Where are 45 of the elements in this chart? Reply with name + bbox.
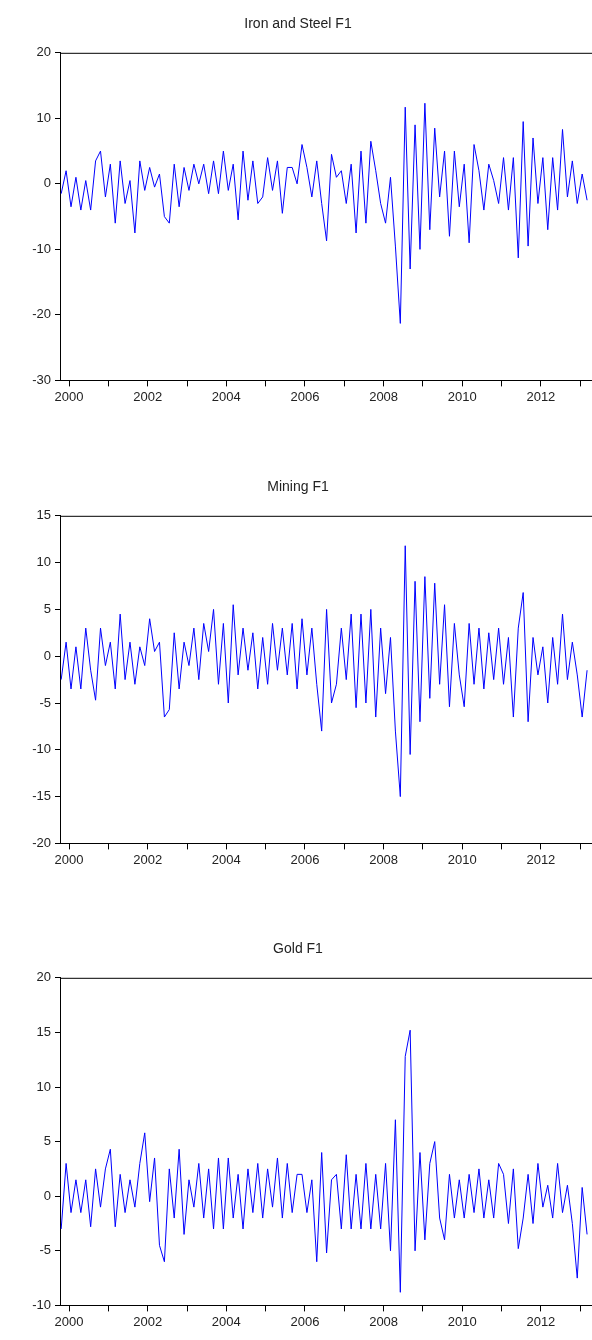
y-tick-label: 5 [43,600,51,616]
y-tick-label: -5 [39,1242,51,1258]
y-tick-label: 0 [43,175,51,191]
x-tick-label: 2006 [290,388,320,404]
y-tick-label: -20 [32,306,51,322]
x-tick-label: 2004 [211,388,241,404]
x-tick-label: 2006 [290,851,320,867]
x-tick-label: 2000 [54,1313,84,1329]
y-tick-label: 20 [36,969,51,985]
x-tick-label: 2012 [526,851,556,867]
y-tick-label: 0 [43,1187,51,1203]
y-tick-label: -5 [39,694,51,710]
y-tick-label: 15 [36,507,51,523]
y-tick-label: -20 [32,834,51,850]
x-tick-label: 2006 [290,1313,320,1329]
y-tick-label: -10 [32,1296,51,1312]
y-tick-label: 15 [36,1023,51,1039]
x-tick-label: 2008 [369,1313,399,1329]
y-tick-label: -30 [32,371,51,387]
x-tick-label: 2010 [447,851,477,867]
y-tick-label: -15 [32,788,51,804]
x-tick-label: 2002 [133,388,163,404]
x-tick-label: 2000 [54,851,84,867]
chart-title: Mining F1 [267,478,329,495]
x-tick-label: 2010 [447,1313,477,1329]
y-tick-label: 0 [43,647,51,663]
x-tick-label: 2008 [369,388,399,404]
x-tick-label: 2008 [369,851,399,867]
y-tick-label: 5 [43,1133,51,1149]
x-tick-label: 2004 [211,851,241,867]
y-tick-label: -10 [32,741,51,757]
x-tick-label: 2010 [447,388,477,404]
x-tick-label: 2012 [526,1313,556,1329]
chart-title: Iron and Steel F1 [244,15,352,32]
y-tick-label: 10 [36,1078,51,1094]
y-tick-label: 10 [36,554,51,570]
y-tick-label: 20 [36,44,51,60]
x-tick-label: 2002 [133,851,163,867]
x-tick-label: 2000 [54,388,84,404]
y-tick-label: 10 [36,109,51,125]
x-tick-label: 2004 [211,1313,241,1329]
x-tick-label: 2012 [526,388,556,404]
chart-title: Gold F1 [273,940,324,957]
x-tick-label: 2002 [133,1313,163,1329]
y-tick-label: -10 [32,240,51,256]
